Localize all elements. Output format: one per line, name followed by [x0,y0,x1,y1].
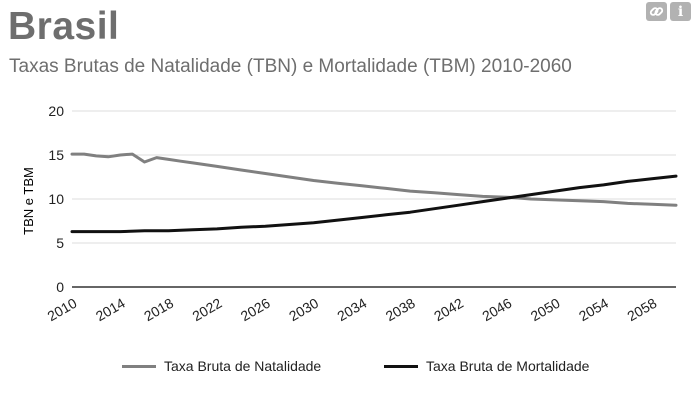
info-icon: i [677,3,684,20]
page-title: Brasil [8,5,120,48]
series-line-0[interactable] [70,152,678,207]
x-tick-label: 2038 [383,295,418,325]
x-tick-label: 2042 [431,295,466,325]
x-tick-label: 2050 [528,295,563,325]
legend-label-mortalidade: Taxa Bruta de Mortalidade [426,358,590,374]
info-button[interactable]: i [670,2,691,21]
y-axis-label: TBN e TBM [21,167,36,235]
legend-item-natalidade[interactable]: Taxa Bruta de Natalidade [122,358,321,374]
x-tick-label: 2058 [624,295,659,325]
chart-subtitle: Taxas Brutas de Natalidade (TBN) e Morta… [9,56,572,77]
x-axis-ticks: 2010 2014 2018 2022 2026 2030 2034 2038 2042 2046… [45,295,660,325]
x-tick-label: 2046 [479,295,514,325]
link-button[interactable] [646,2,667,21]
x-tick-label: 2010 [45,295,80,325]
x-tick-label: 2054 [576,295,611,325]
x-tick-label: 2030 [286,295,321,325]
y-tick-label: 5 [56,235,64,251]
legend-swatch-natalidade [122,364,156,368]
legend-label-natalidade: Taxa Bruta de Natalidade [164,358,322,374]
x-tick-label: 2034 [334,295,369,325]
y-tick-label: 20 [48,103,64,119]
chart-series [70,152,678,234]
y-tick-label: 0 [56,279,64,295]
x-tick-label: 2014 [93,295,128,325]
x-tick-label: 2018 [141,295,176,325]
chart-grid [72,110,676,288]
link-icon [649,7,664,16]
x-tick-label: 2022 [189,295,224,325]
legend-item-mortalidade[interactable]: Taxa Bruta de Mortalidade [384,358,589,374]
series-line-1[interactable] [70,174,678,234]
x-tick-label: 2026 [238,295,273,325]
chart-tools: i [646,2,691,21]
chart-legend: Taxa Bruta de Natalidade Taxa Bruta de M… [0,358,697,382]
legend-swatch-mortalidade [384,364,418,368]
y-tick-label: 15 [48,147,64,163]
y-tick-label: 10 [48,191,64,207]
y-axis-ticks: 0 5 10 15 20 [48,103,64,295]
